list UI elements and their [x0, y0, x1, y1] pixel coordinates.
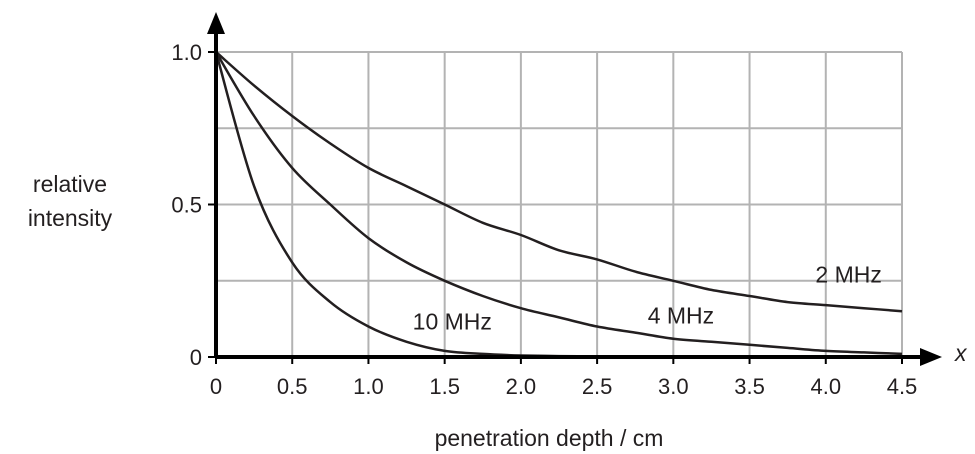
x-tick-label: 2.0 [506, 374, 537, 399]
x-axis-title: penetration depth / cm [435, 425, 664, 451]
y-axis-title-line-1: relative [33, 171, 107, 197]
series-line-2-mhz [215, 51, 903, 313]
x-tick-label: 3.5 [734, 374, 765, 399]
series-line-4-mhz [214, 51, 903, 356]
y-tick-label: 1.0 [171, 40, 202, 65]
x-tick-label: 3.0 [658, 374, 689, 399]
x-tick-label: 0 [210, 374, 222, 399]
labels: x penetration depth / cm relative intens… [28, 40, 968, 451]
series-label-2-mhz: 2 MHz [815, 261, 881, 287]
x-tick-label: 0.5 [277, 374, 308, 399]
y-tick-label: 0 [190, 345, 202, 370]
x-tick-label: 4.5 [887, 374, 918, 399]
x-tick-label: 2.5 [582, 374, 613, 399]
axes [207, 12, 942, 366]
x-tick-label: 1.5 [429, 374, 460, 399]
y-axis-title-line-2: intensity [28, 205, 113, 231]
series-label-10-mhz: 10 MHz [413, 309, 492, 335]
x-tick-label: 1.0 [353, 374, 384, 399]
x-axis-arrowhead [920, 348, 942, 366]
y-axis-arrowhead [207, 12, 225, 34]
x-tick-label: 4.0 [810, 374, 841, 399]
y-tick-label: 0.5 [171, 193, 202, 218]
x-axis-variable: x [954, 340, 968, 366]
series-label-4-mhz: 4 MHz [648, 302, 714, 328]
